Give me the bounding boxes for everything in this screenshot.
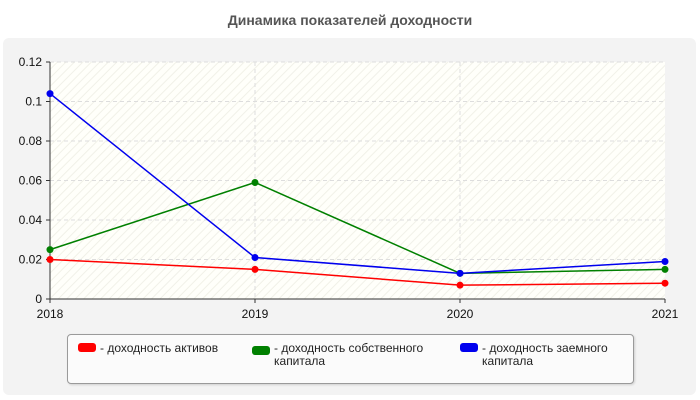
data-point-0-0: [46, 256, 54, 263]
chart-title: Динамика показателей доходности: [227, 12, 473, 28]
series-line-0: [49, 258, 666, 286]
x-tick-label: 2021: [652, 307, 679, 321]
data-point-2-3: [661, 257, 669, 265]
x-axis-ticks: 2018 2019 2020 2021: [37, 299, 679, 321]
y-tick-label: 0.1: [25, 95, 42, 109]
data-point-2-2: [456, 269, 464, 277]
legend-swatch-assets: [78, 343, 96, 352]
y-tick-label: 0.08: [19, 134, 43, 148]
y-tick-label: 0.02: [19, 253, 43, 267]
legend-swatch-equity: [252, 346, 270, 355]
y-tick-label: 0.06: [19, 174, 43, 188]
data-point-0-3: [661, 279, 669, 287]
data-point-2-1: [251, 254, 259, 262]
legend-label-assets: - доходность активов: [100, 341, 219, 355]
y-axis-ticks: 0 0.02 0.04 0.06 0.08 0.1 0.12: [19, 55, 50, 306]
legend: - доходность активов - доходность собств…: [67, 334, 634, 384]
y-tick-label: 0.04: [19, 213, 43, 227]
data-point-1-3: [661, 265, 669, 273]
series-group: [46, 90, 669, 289]
legend-swatch-debt: [460, 343, 478, 352]
x-tick-label: 2018: [37, 307, 64, 321]
x-tick-label: 2020: [447, 307, 474, 321]
x-tick-label: 2019: [242, 307, 269, 321]
series-line-1: [49, 181, 666, 275]
data-point-1-1: [251, 178, 259, 186]
series-line-2: [49, 93, 666, 275]
legend-label-equity: - доходность собственного капитала: [274, 341, 424, 368]
data-point-2-0: [46, 90, 54, 98]
legend-label-debt: - доходность заемного капитала: [482, 341, 608, 368]
data-point-0-2: [456, 281, 464, 289]
y-tick-label: 0.12: [19, 55, 43, 69]
y-tick-label: 0: [35, 292, 42, 306]
data-point-1-0: [46, 246, 54, 254]
data-point-0-1: [251, 265, 259, 273]
